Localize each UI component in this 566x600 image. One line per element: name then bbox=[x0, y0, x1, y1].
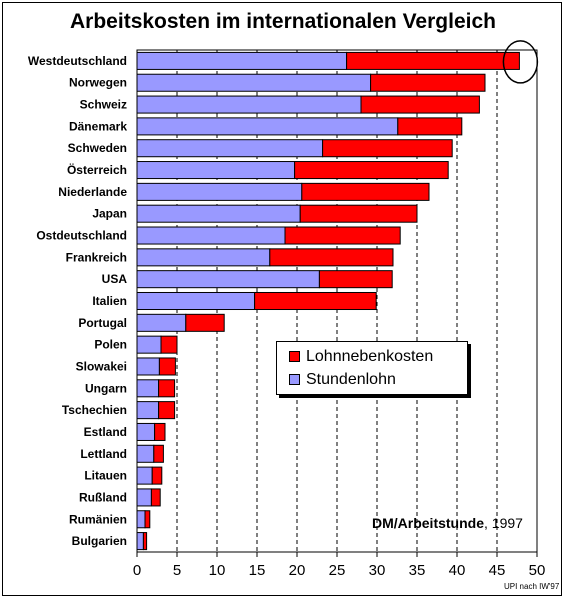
bar-lohnnebenkosten bbox=[299, 204, 418, 223]
category-label: Norwegen bbox=[69, 76, 127, 90]
bar-lohnnebenkosten bbox=[158, 357, 176, 376]
bar-stundenlohn bbox=[136, 291, 256, 311]
category-label: Estland bbox=[84, 425, 127, 439]
x-tick-label: 20 bbox=[289, 562, 306, 579]
category-label: USA bbox=[102, 272, 128, 286]
category-label: Ostdeutschland bbox=[36, 229, 127, 243]
x-tick-label: 10 bbox=[209, 562, 226, 579]
bar-stundenlohn bbox=[136, 532, 144, 551]
category-label: Bulgarien bbox=[72, 534, 127, 548]
legend: Lohnnebenkosten Stundenlohn bbox=[276, 341, 468, 395]
category-label: Österreich bbox=[67, 162, 127, 177]
highlight-ellipse bbox=[502, 40, 539, 84]
legend-swatch-lohnnebenkosten bbox=[289, 351, 300, 363]
bar-lohnnebenkosten bbox=[360, 95, 480, 114]
category-label: Schweiz bbox=[80, 98, 127, 112]
bar-lohnnebenkosten bbox=[269, 248, 394, 267]
category-label: Niederlande bbox=[58, 185, 127, 199]
bar-stundenlohn bbox=[136, 204, 301, 223]
bar-stundenlohn bbox=[136, 139, 324, 158]
x-tick-label: 50 bbox=[529, 562, 546, 579]
bar-lohnnebenkosten bbox=[254, 291, 377, 311]
category-label: Rußland bbox=[79, 490, 127, 504]
x-tick-label: 40 bbox=[449, 562, 466, 579]
source-note: UPI nach IW'97 bbox=[504, 582, 560, 591]
bar-lohnnebenkosten bbox=[397, 117, 463, 136]
category-label: Schweden bbox=[68, 141, 127, 155]
bar-stundenlohn bbox=[136, 161, 296, 180]
bar-stundenlohn bbox=[136, 226, 286, 245]
bar-stundenlohn bbox=[136, 488, 152, 507]
x-tick-label: 5 bbox=[173, 562, 181, 579]
bar-stundenlohn bbox=[136, 117, 399, 136]
bar-stundenlohn bbox=[136, 95, 362, 114]
legend-item-stundenlohn: Stundenlohn bbox=[289, 370, 396, 390]
category-label: Lettland bbox=[80, 447, 127, 461]
bar-stundenlohn bbox=[136, 422, 156, 441]
x-tick-label: 45 bbox=[489, 562, 506, 579]
unit-label: DM/Arbeitstunde bbox=[372, 515, 484, 531]
x-tick-label: 0 bbox=[133, 562, 141, 579]
bar-stundenlohn bbox=[136, 379, 160, 398]
category-label: Dänemark bbox=[69, 119, 127, 133]
bar-lohnnebenkosten bbox=[318, 270, 393, 289]
category-label: Japan bbox=[92, 207, 127, 221]
legend-label-stundenlohn: Stundenlohn bbox=[306, 371, 396, 388]
category-label: Portugal bbox=[78, 316, 127, 330]
bar-stundenlohn bbox=[136, 313, 187, 332]
unit-note: DM/Arbeitstunde, 1997 bbox=[372, 515, 523, 531]
bar-lohnnebenkosten bbox=[158, 379, 176, 398]
legend-label-lohnnebenkosten: Lohnnebenkosten bbox=[306, 348, 434, 365]
bar-stundenlohn bbox=[136, 73, 372, 92]
category-label: Polen bbox=[94, 338, 127, 352]
x-tick-label: 25 bbox=[329, 562, 346, 579]
bar-stundenlohn bbox=[136, 51, 348, 70]
category-label: Litauen bbox=[84, 469, 127, 483]
category-label: Italien bbox=[92, 294, 127, 308]
bar-stundenlohn bbox=[136, 510, 146, 529]
x-tick-label: 30 bbox=[369, 562, 386, 579]
bar-stundenlohn bbox=[136, 444, 155, 463]
bar-lohnnebenkosten bbox=[160, 335, 178, 354]
category-label: Tschechien bbox=[62, 403, 127, 417]
bar-lohnnebenkosten bbox=[284, 226, 401, 245]
bar-lohnnebenkosten bbox=[322, 139, 453, 158]
bar-stundenlohn bbox=[136, 335, 162, 354]
bar-stundenlohn bbox=[136, 248, 271, 267]
bar-lohnnebenkosten bbox=[158, 401, 176, 420]
bar-stundenlohn bbox=[136, 182, 303, 201]
bar-lohnnebenkosten bbox=[150, 488, 161, 507]
x-tick-label: 35 bbox=[409, 562, 426, 579]
category-label: Frankreich bbox=[66, 250, 127, 264]
bar-lohnnebenkosten bbox=[346, 51, 520, 70]
legend-item-lohnnebenkosten: Lohnnebenkosten bbox=[289, 347, 433, 367]
bar-lohnnebenkosten bbox=[185, 313, 225, 332]
category-label: Westdeutschland bbox=[28, 54, 127, 68]
bar-stundenlohn bbox=[136, 270, 320, 289]
bar-stundenlohn bbox=[136, 357, 160, 376]
bar-lohnnebenkosten bbox=[301, 182, 430, 201]
bar-lohnnebenkosten bbox=[370, 73, 486, 92]
category-label: Rumänien bbox=[69, 512, 127, 526]
year-label: 1997 bbox=[491, 515, 523, 531]
bar-lohnnebenkosten bbox=[154, 422, 166, 441]
legend-swatch-stundenlohn bbox=[289, 374, 300, 386]
bar-lohnnebenkosten bbox=[153, 444, 164, 463]
bar-lohnnebenkosten bbox=[142, 532, 148, 551]
bar-lohnnebenkosten bbox=[144, 510, 151, 529]
bar-stundenlohn bbox=[136, 466, 153, 485]
chart-title: Arbeitskosten im internationalen Verglei… bbox=[70, 10, 496, 33]
bar-lohnnebenkosten bbox=[294, 161, 449, 180]
category-label: Ungarn bbox=[85, 381, 127, 395]
category-label: Slowakei bbox=[76, 359, 127, 373]
x-tick-label: 15 bbox=[249, 562, 266, 579]
bar-stundenlohn bbox=[136, 401, 160, 420]
bar-lohnnebenkosten bbox=[151, 466, 163, 485]
